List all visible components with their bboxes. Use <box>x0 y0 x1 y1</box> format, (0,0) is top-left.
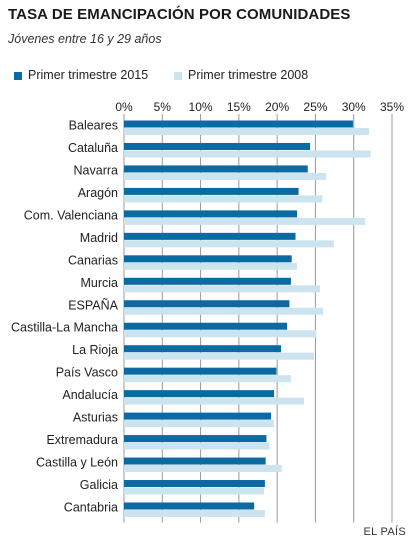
category-label-1: Cataluña <box>68 141 118 155</box>
chart-subtitle: Jóvenes entre 16 y 29 años <box>8 32 162 46</box>
category-label-2: Navarra <box>74 163 119 177</box>
bar-2008-2 <box>124 172 327 180</box>
category-label-10: La Rioja <box>72 343 118 357</box>
tick-label-5: 5% <box>154 100 172 114</box>
category-label-12: Andalucía <box>62 388 118 402</box>
category-label-3: Aragón <box>78 186 118 200</box>
category-label-9: Castilla-La Mancha <box>11 321 118 335</box>
tick-label-0: 0% <box>115 100 133 114</box>
tick-label-10: 10% <box>189 100 213 114</box>
chart-title: TASA DE EMANCIPACIÓN POR COMUNIDADES <box>8 6 351 23</box>
bar-2008-10 <box>124 352 314 360</box>
bar-2015-4 <box>124 210 298 218</box>
bar-2015-11 <box>124 367 277 375</box>
bar-2015-17 <box>124 502 255 510</box>
bar-2015-7 <box>124 277 291 285</box>
bar-2008-15 <box>124 465 282 473</box>
bar-2008-12 <box>124 397 304 405</box>
category-label-15: Castilla y León <box>36 456 118 470</box>
bar-2008-17 <box>124 509 265 517</box>
category-label-16: Galicia <box>80 478 118 492</box>
tick-label-35: 35% <box>380 100 404 114</box>
bar-2008-3 <box>124 195 323 203</box>
bar-2008-1 <box>124 150 371 158</box>
category-label-8: ESPAÑA <box>68 298 118 312</box>
bar-2015-12 <box>124 390 275 398</box>
category-label-14: Extremadura <box>46 433 118 447</box>
category-label-11: País Vasco <box>56 366 118 380</box>
legend-label-2015: Primer trimestre 2015 <box>28 68 149 82</box>
bar-2015-9 <box>124 322 288 330</box>
bar-2015-15 <box>124 457 266 465</box>
bar-2015-6 <box>124 255 292 263</box>
legend-label-2008: Primer trimestre 2008 <box>188 68 309 82</box>
bar-2015-3 <box>124 187 299 195</box>
bar-2008-8 <box>124 307 324 315</box>
bar-2015-1 <box>124 142 311 150</box>
category-label-17: Cantabria <box>64 500 118 514</box>
bar-2008-9 <box>124 330 317 338</box>
bar-2008-11 <box>124 375 291 383</box>
bar-2008-14 <box>124 442 270 450</box>
bar-2015-5 <box>124 232 296 240</box>
bar-2015-14 <box>124 435 267 443</box>
bar-2008-0 <box>124 128 370 135</box>
bar-2015-8 <box>124 300 290 308</box>
bar-2015-13 <box>124 412 272 420</box>
category-label-0: Baleares <box>69 119 118 133</box>
category-label-13: Asturias <box>73 411 118 425</box>
tick-label-30: 30% <box>342 100 366 114</box>
tick-label-15: 15% <box>227 100 251 114</box>
source-credit: EL PAÍS <box>363 526 406 538</box>
bar-2015-10 <box>124 345 281 353</box>
bar-2008-13 <box>124 420 275 428</box>
bar-2008-6 <box>124 262 298 270</box>
bar-2015-0 <box>124 120 353 128</box>
bar-2008-4 <box>124 217 366 225</box>
tick-label-25: 25% <box>303 100 327 114</box>
category-label-7: Murcia <box>80 276 118 290</box>
bar-2015-2 <box>124 165 308 173</box>
category-label-6: Canarias <box>68 253 118 267</box>
bar-2008-7 <box>124 285 321 293</box>
tick-label-20: 20% <box>265 100 289 114</box>
legend-swatch-2008 <box>174 72 182 80</box>
category-label-5: Madrid <box>80 231 118 245</box>
bar-2008-16 <box>124 487 265 495</box>
bar-2015-16 <box>124 480 265 488</box>
legend-swatch-2015 <box>14 72 22 80</box>
category-label-4: Com. Valenciana <box>24 208 118 222</box>
bar-2008-5 <box>124 240 334 248</box>
